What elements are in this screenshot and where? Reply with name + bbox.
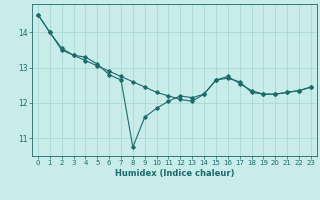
X-axis label: Humidex (Indice chaleur): Humidex (Indice chaleur) (115, 169, 234, 178)
